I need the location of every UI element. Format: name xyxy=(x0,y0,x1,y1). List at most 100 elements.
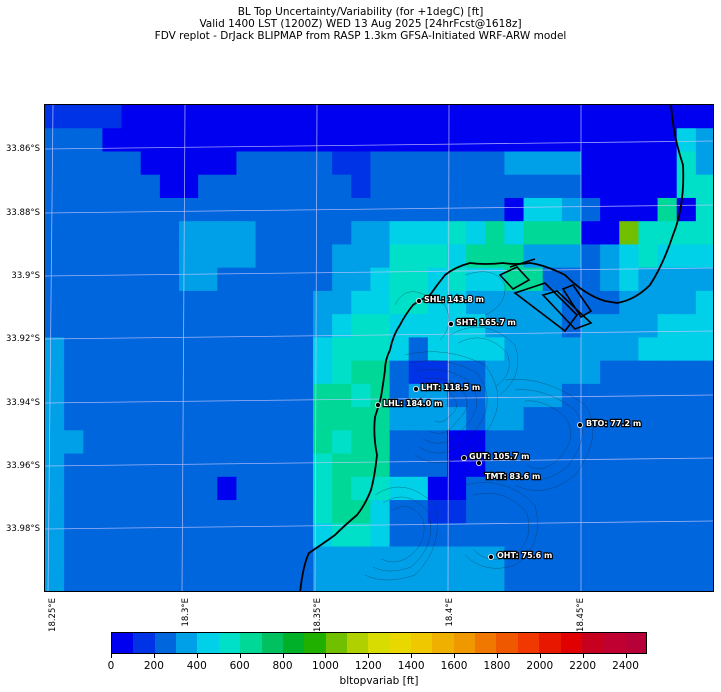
grid-cell xyxy=(485,407,506,431)
grid-cell xyxy=(313,174,333,199)
grid-cell xyxy=(45,523,65,548)
grid-cell xyxy=(523,105,544,129)
grid-cell xyxy=(370,546,391,571)
grid-cell xyxy=(255,360,276,385)
grid-cell xyxy=(657,360,678,385)
grid-cell xyxy=(255,430,276,455)
grid-cell xyxy=(83,546,104,571)
grid-cell xyxy=(274,221,295,246)
grid-cell xyxy=(102,546,123,571)
map-canvas[interactable]: SHL: 143.8 m SHT: 165.7 m LHT: 118.5 m L… xyxy=(45,105,714,592)
colorbar-segment xyxy=(581,633,604,653)
grid-cell xyxy=(600,337,620,362)
grid-cell xyxy=(523,151,544,176)
colorbar-segment xyxy=(133,633,155,653)
grid-cell xyxy=(179,500,199,524)
grid-cell xyxy=(638,360,659,385)
grid-cell xyxy=(332,221,352,246)
grid-cell xyxy=(619,314,640,338)
grid-cell xyxy=(83,128,104,153)
grid-cell xyxy=(159,267,180,292)
grid-cell xyxy=(274,407,295,431)
grid-cell xyxy=(389,105,410,129)
grid-cell xyxy=(351,453,372,478)
grid-cell xyxy=(121,360,142,385)
grid-cell xyxy=(466,128,486,153)
grid-cell xyxy=(389,197,410,222)
grid-cell xyxy=(427,267,448,292)
colorbar-segment xyxy=(197,633,219,653)
grid-cell xyxy=(427,337,448,362)
grid-cell xyxy=(504,407,525,431)
grid-cell xyxy=(619,337,640,362)
grid-cell xyxy=(408,151,429,176)
grid-cell xyxy=(274,244,295,269)
grid-cell xyxy=(619,290,640,315)
grid-cell xyxy=(64,360,84,385)
colorbar-segment xyxy=(112,633,134,653)
grid-cell xyxy=(179,197,199,222)
grid-cell xyxy=(638,267,659,292)
grid-cell xyxy=(255,546,276,571)
grid-cell xyxy=(236,197,257,222)
grid-cell xyxy=(485,337,506,362)
grid-cell xyxy=(619,221,640,246)
map-panel[interactable]: SHL: 143.8 m SHT: 165.7 m LHT: 118.5 m L… xyxy=(44,104,714,592)
grid-cell xyxy=(198,290,218,315)
grid-cell xyxy=(274,105,295,129)
grid-cell xyxy=(45,105,65,129)
grid-cell xyxy=(351,221,372,246)
grid-cell xyxy=(408,407,429,431)
grid-cell xyxy=(638,151,659,176)
grid-cell xyxy=(121,569,142,591)
grid-cell xyxy=(581,453,601,478)
grid-cell xyxy=(504,128,525,153)
grid-cell xyxy=(351,569,372,591)
grid-cell xyxy=(255,105,276,129)
grid-cell xyxy=(561,546,582,571)
grid-cell xyxy=(236,151,257,176)
colorbar-tick-mark xyxy=(111,654,112,658)
grid-cell xyxy=(140,128,161,153)
grid-cell xyxy=(466,105,486,129)
grid-cell xyxy=(332,569,352,591)
grid-cell xyxy=(676,290,697,315)
grid-cell xyxy=(351,500,372,524)
grid-cell xyxy=(121,151,142,176)
grid-cell xyxy=(217,244,238,269)
grid-cell xyxy=(504,221,525,246)
grid-cell xyxy=(408,360,429,385)
colorbar-tick-label: 1800 xyxy=(483,660,511,672)
grid-cell xyxy=(581,500,601,524)
colorbar-tick-label: 1200 xyxy=(354,660,382,672)
grid-cell xyxy=(600,407,620,431)
grid-cell xyxy=(657,546,678,571)
grid-cell xyxy=(485,546,506,571)
grid-cell xyxy=(217,523,238,548)
grid-cell xyxy=(523,128,544,153)
grid-cell xyxy=(179,244,199,269)
grid-cell xyxy=(45,569,65,591)
grid-cell xyxy=(504,244,525,269)
colorbar-tick-label: 800 xyxy=(272,660,293,672)
grid-cell xyxy=(179,476,199,501)
grid-cell xyxy=(408,174,429,199)
grid-cell xyxy=(332,476,352,501)
grid-cell xyxy=(293,174,314,199)
grid-cell xyxy=(140,476,161,501)
colorbar-segment xyxy=(624,633,646,653)
grid-cell xyxy=(370,407,391,431)
grid-cell xyxy=(293,407,314,431)
grid-cell xyxy=(427,314,448,338)
grid-cell xyxy=(619,244,640,269)
grid-cell xyxy=(83,174,104,199)
grid-cell xyxy=(485,105,506,129)
grid-cell xyxy=(217,569,238,591)
grid-cell xyxy=(427,383,448,408)
grid-cell xyxy=(179,105,199,129)
grid-cell xyxy=(217,221,238,246)
grid-cell xyxy=(179,221,199,246)
colorbar-segment xyxy=(282,633,305,653)
grid-cell xyxy=(676,453,697,478)
colorbar-tick-mark xyxy=(496,654,498,658)
